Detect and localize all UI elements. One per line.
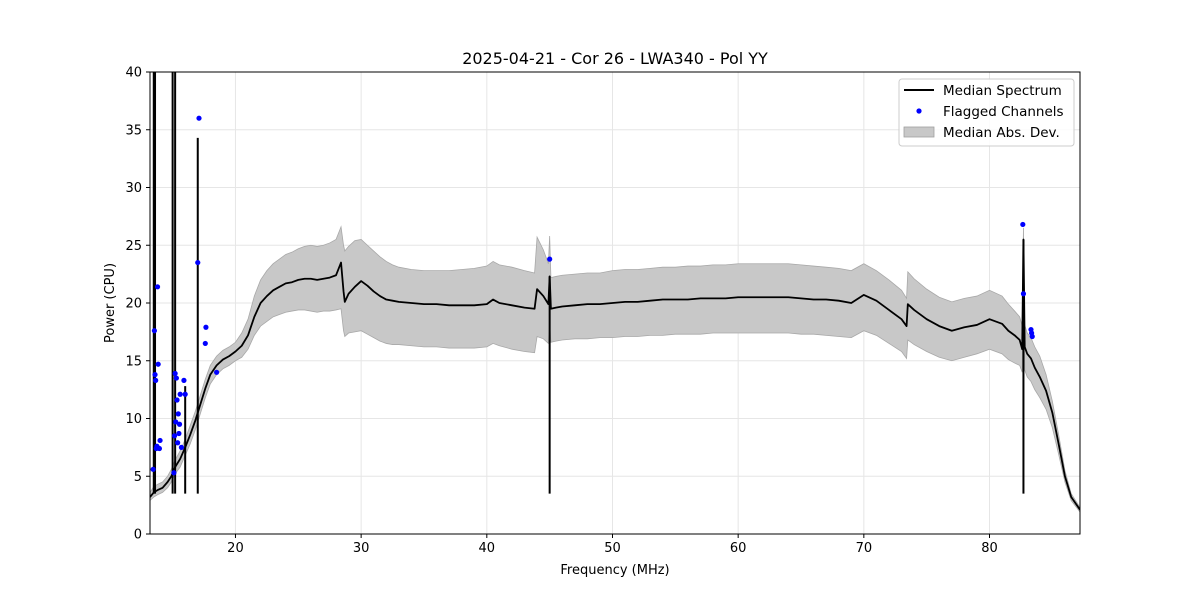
legend-box — [898, 78, 1075, 147]
flagged-channel-point — [175, 411, 181, 417]
x-tick-label: 70 — [856, 541, 873, 556]
legend-label-flagged-channels: Flagged Channels — [943, 104, 1064, 120]
x-axis-ticks: 20 30 40 50 60 70 80 — [227, 534, 998, 556]
y-tick-label: 20 — [125, 297, 142, 312]
y-tick-label: 10 — [125, 412, 142, 427]
flagged-channel-point — [155, 361, 161, 367]
flagged-channel-point — [202, 340, 208, 347]
y-axis-ticks: 0 5 10 15 20 25 30 35 40 — [125, 66, 150, 543]
flagged-channel-point — [151, 328, 157, 334]
flagged-channel-point — [171, 433, 178, 439]
flagged-channel-point — [152, 372, 158, 378]
flagged-channel-point — [171, 470, 177, 476]
flagged-channel-point — [547, 256, 553, 262]
flagged-channel-point — [176, 430, 182, 437]
y-tick-label: 5 — [134, 470, 142, 485]
flagged-channel-point — [181, 377, 187, 383]
y-tick-label: 30 — [125, 181, 142, 196]
median-spectrum-line — [150, 238, 1080, 511]
flagged-channel-point — [177, 391, 183, 397]
x-tick-label: 80 — [981, 541, 998, 556]
flagged-channel-point — [1029, 333, 1035, 340]
x-tick-label: 30 — [353, 541, 370, 556]
flagged-channel-point — [182, 391, 188, 397]
y-tick-label: 0 — [134, 528, 142, 543]
y-tick-label: 40 — [125, 66, 142, 81]
x-tick-label: 60 — [730, 541, 747, 556]
flagged-channel-point — [173, 375, 179, 381]
legend-patch-swatch — [903, 126, 935, 138]
y-tick-label: 35 — [125, 123, 142, 138]
flagged-channel-point — [214, 369, 220, 375]
legend-label-median-abs-dev: Median Abs. Dev. — [943, 125, 1060, 141]
x-tick-label: 50 — [604, 541, 621, 556]
x-axis-label: Frequency (MHz) — [560, 563, 669, 578]
flagged-channel-point — [176, 421, 183, 427]
flagged-channel-point — [178, 444, 185, 450]
flagged-channel-point — [195, 259, 201, 266]
series-layer — [150, 72, 1080, 513]
x-tick-label: 40 — [479, 541, 496, 556]
flagged-channel-point — [157, 437, 163, 444]
flagged-channel-point — [172, 370, 178, 377]
chart-title: 2025-04-21 - Cor 26 - LWA340 - Pol YY — [462, 49, 768, 68]
flagged-channel-point — [174, 397, 180, 403]
y-tick-label: 25 — [125, 239, 142, 254]
flagged-channel-point — [175, 440, 181, 446]
y-axis-label: Power (CPU) — [103, 263, 118, 343]
flagged-channel-point — [1020, 221, 1026, 228]
plot-area — [150, 72, 1080, 513]
flagged-channel-point — [150, 466, 156, 472]
legend-marker-swatch — [916, 108, 922, 114]
flagged-channel-point — [154, 284, 161, 290]
flagged-channel-point — [196, 115, 202, 121]
legend-label-median-spectrum: Median Spectrum — [943, 83, 1062, 99]
flagged-channel-point — [203, 324, 209, 330]
y-tick-label: 15 — [125, 354, 142, 369]
flagged-channel-point — [1020, 291, 1027, 297]
x-tick-label: 20 — [227, 541, 244, 556]
flagged-channel-point — [156, 445, 163, 452]
legend: Median Spectrum Flagged Channels Median … — [898, 78, 1075, 147]
flagged-channel-point — [173, 419, 179, 425]
flagged-channel-point — [153, 377, 159, 383]
